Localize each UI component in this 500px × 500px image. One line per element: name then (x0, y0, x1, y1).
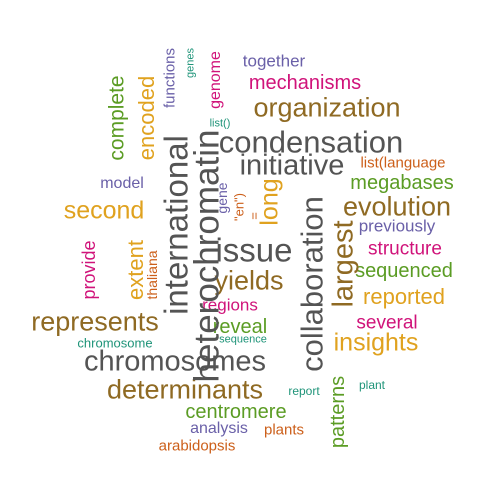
word-collaboration: collaboration (294, 196, 330, 372)
word-report: report (288, 384, 320, 398)
word-condensation: condensation (218, 124, 404, 160)
word-mechanisms: mechanisms (248, 72, 362, 94)
word-equals: = (246, 212, 262, 220)
word-initiative: initiative (239, 149, 345, 182)
word-list-language: list(language (360, 154, 446, 172)
word-issue: issue (215, 231, 293, 269)
word-insights: insights (333, 328, 419, 357)
word-chromosome: chromosome (77, 335, 153, 351)
word-en-quote: "en") (231, 192, 247, 222)
word-gene: gene (214, 182, 230, 214)
word-functions: functions (161, 47, 179, 109)
word-arabidopsis: arabidopsis (158, 437, 236, 455)
word-plant: plant (358, 378, 386, 392)
word-second: second (63, 196, 145, 225)
word-represents: represents (31, 306, 159, 337)
word-organization: organization (253, 92, 401, 123)
word-chromosomes: chromosomes (83, 345, 267, 378)
word-yields: yields (214, 265, 284, 296)
word-several: several (356, 312, 418, 334)
word-thaliana: thaliana (144, 250, 160, 300)
word-evolution: evolution (342, 191, 452, 222)
word-plants: plants (263, 421, 305, 439)
word-megabases: megabases (350, 172, 454, 194)
word-encoded: encoded (134, 75, 159, 161)
word-list-empty: list() (209, 117, 231, 130)
word-model: model (100, 175, 144, 192)
word-patterns: patterns (327, 375, 349, 449)
word-analysis: analysis (190, 420, 248, 437)
word-reported: reported (363, 284, 445, 309)
word-complete: complete (105, 75, 129, 161)
word-structure: structure (368, 238, 442, 260)
word-sequenced: sequenced (355, 260, 453, 282)
word-genome: genome (207, 51, 224, 109)
word-largest: largest (327, 220, 360, 308)
word-sequence: sequence (219, 333, 267, 346)
word-genes: genes (184, 48, 197, 78)
word-determinants: determinants (106, 374, 264, 405)
word-previously: previously (358, 216, 436, 236)
word-together: together (242, 51, 306, 71)
word-international: international (157, 135, 195, 315)
word-centromere: centromere (185, 401, 287, 423)
word-regions: regions (202, 295, 258, 315)
word-provide: provide (79, 240, 99, 300)
word-heterochromatin: heterochromatin (187, 129, 227, 383)
word-reveal: reveal (212, 316, 268, 338)
